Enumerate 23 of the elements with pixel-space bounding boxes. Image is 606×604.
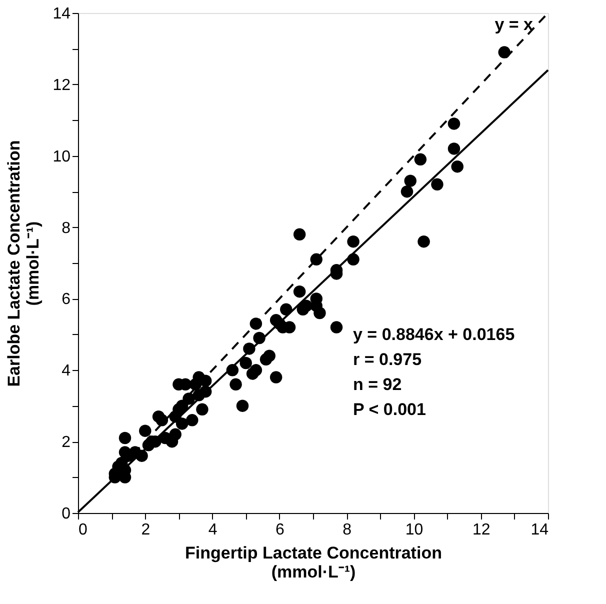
x-tick-label: 12	[472, 522, 490, 538]
y-tick-label: 4	[62, 362, 71, 380]
y-axis-title: Earlobe Lactate Concentration (mmol·L⁻¹)	[4, 140, 43, 387]
y-tick-label: 2	[62, 434, 71, 452]
x-tick-label: 14	[530, 522, 549, 538]
annotation: y = x	[494, 15, 534, 34]
y-tick-label: 8	[62, 220, 71, 237]
y-tick-label: 0	[62, 506, 71, 522]
x-tick-label: 8	[342, 522, 352, 538]
x-tick-label: 10	[405, 522, 424, 538]
x-tick-label: 2	[141, 522, 150, 538]
y-tick-label: 12	[52, 76, 71, 94]
y-tick-label: 6	[62, 291, 71, 308]
x-tick-label: 0	[78, 522, 88, 538]
annotation: n = 92	[353, 375, 402, 394]
x-tick-label: 4	[208, 522, 218, 538]
x-axis-title: Fingertip Lactate Concentration (mmol·L⁻¹)	[185, 544, 442, 582]
y-tick-label: 10	[52, 148, 71, 166]
y-tick-label: 14	[52, 6, 71, 22]
x-tick-label: 6	[275, 522, 284, 538]
annotation: P < 0.001	[353, 400, 426, 419]
annotation: r = 0.975	[353, 350, 422, 369]
annotation: y = 0.8846x + 0.0165	[353, 325, 515, 344]
